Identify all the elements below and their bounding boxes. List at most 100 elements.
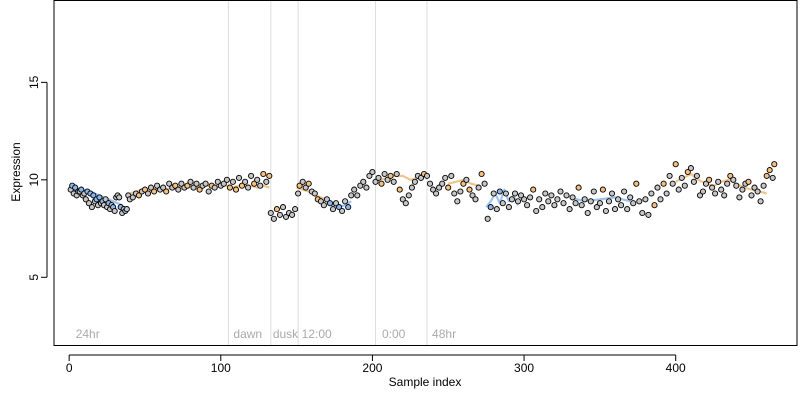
data-point: [417, 174, 425, 181]
data-point: [493, 206, 500, 213]
data-point: [436, 184, 443, 191]
data-point: [642, 196, 649, 203]
data-point: [454, 198, 461, 205]
data-point: [545, 198, 552, 205]
data-point: [276, 211, 283, 218]
data-point: [645, 211, 652, 218]
data-point: [78, 186, 85, 193]
data-point: [372, 178, 379, 185]
data-point: [423, 172, 431, 179]
data-point: [672, 161, 679, 168]
data-point: [190, 184, 197, 191]
data-point: [302, 184, 309, 191]
data-point: [396, 186, 403, 193]
data-point: [184, 182, 191, 189]
data-point: [292, 206, 299, 213]
data-point: [375, 174, 382, 181]
data-point: [763, 172, 770, 179]
data-point: [390, 178, 397, 185]
data-point: [487, 204, 494, 211]
x-axis: 0 100 200 300 400: [66, 354, 686, 375]
data-point: [193, 180, 200, 187]
data-point: [351, 186, 358, 193]
data-point: [766, 167, 773, 174]
data-point: [630, 200, 637, 207]
data-point: [602, 207, 609, 215]
data-point: [693, 172, 700, 179]
data-point: [257, 182, 264, 189]
data-point: [111, 207, 118, 215]
data-point: [511, 190, 519, 197]
data-point: [651, 202, 658, 209]
data-point: [242, 178, 249, 185]
data-point: [295, 190, 302, 197]
data-point: [684, 168, 691, 176]
data-point: [569, 194, 576, 201]
data-point: [599, 186, 606, 193]
data-point: [736, 194, 743, 201]
data-point: [267, 209, 274, 217]
data-point: [82, 196, 89, 203]
data-point: [202, 180, 209, 187]
data-point: [675, 186, 682, 193]
data-point: [238, 182, 246, 189]
data-point: [323, 196, 330, 203]
region-label-text: 12:00: [302, 327, 332, 341]
data-point: [433, 190, 440, 197]
data-point: [369, 168, 376, 176]
data-point: [175, 186, 182, 193]
y-tick-label: 5: [27, 274, 41, 281]
data-point: [408, 184, 415, 191]
data-point: [451, 190, 458, 197]
data-point: [296, 182, 303, 189]
data-point: [706, 176, 713, 183]
data-point: [669, 180, 676, 187]
data-point: [448, 172, 455, 179]
data-point: [426, 180, 434, 187]
data-point: [530, 186, 537, 193]
data-point: [96, 194, 103, 201]
data-point: [566, 206, 573, 213]
data-point: [135, 192, 142, 199]
data-point: [205, 188, 212, 195]
data-point: [721, 192, 728, 199]
data-point: [587, 198, 594, 205]
data-point: [754, 188, 761, 195]
data-point: [363, 184, 370, 191]
data-point: [551, 202, 558, 209]
data-point: [147, 184, 155, 191]
data-point: [366, 172, 373, 179]
data-point: [715, 178, 722, 185]
data-point: [699, 188, 707, 195]
data-point: [339, 207, 346, 215]
data-point: [648, 190, 655, 197]
data-point: [466, 186, 473, 193]
data-point: [539, 204, 546, 211]
data-point: [320, 202, 327, 209]
data-point: [521, 196, 528, 203]
data-point: [681, 182, 688, 189]
data-point: [270, 215, 277, 222]
data-point: [229, 178, 236, 185]
data-point: [581, 196, 588, 203]
data-point: [578, 202, 585, 209]
data-point: [611, 206, 619, 213]
data-point: [472, 196, 479, 203]
data-point: [718, 186, 725, 193]
data-point: [282, 213, 290, 220]
data-point: [129, 194, 136, 201]
data-point: [430, 186, 437, 193]
data-point: [563, 192, 570, 199]
data-point: [517, 192, 525, 199]
data-point: [248, 172, 255, 179]
data-point: [305, 180, 312, 187]
data-point: [72, 184, 79, 191]
data-point: [481, 180, 488, 187]
data-point: [411, 178, 418, 185]
data-point: [508, 196, 515, 203]
data-point: [260, 170, 267, 178]
x-tick-label: 0: [66, 361, 73, 375]
data-point: [251, 180, 258, 187]
data-point: [605, 198, 613, 205]
data-point: [116, 194, 123, 201]
